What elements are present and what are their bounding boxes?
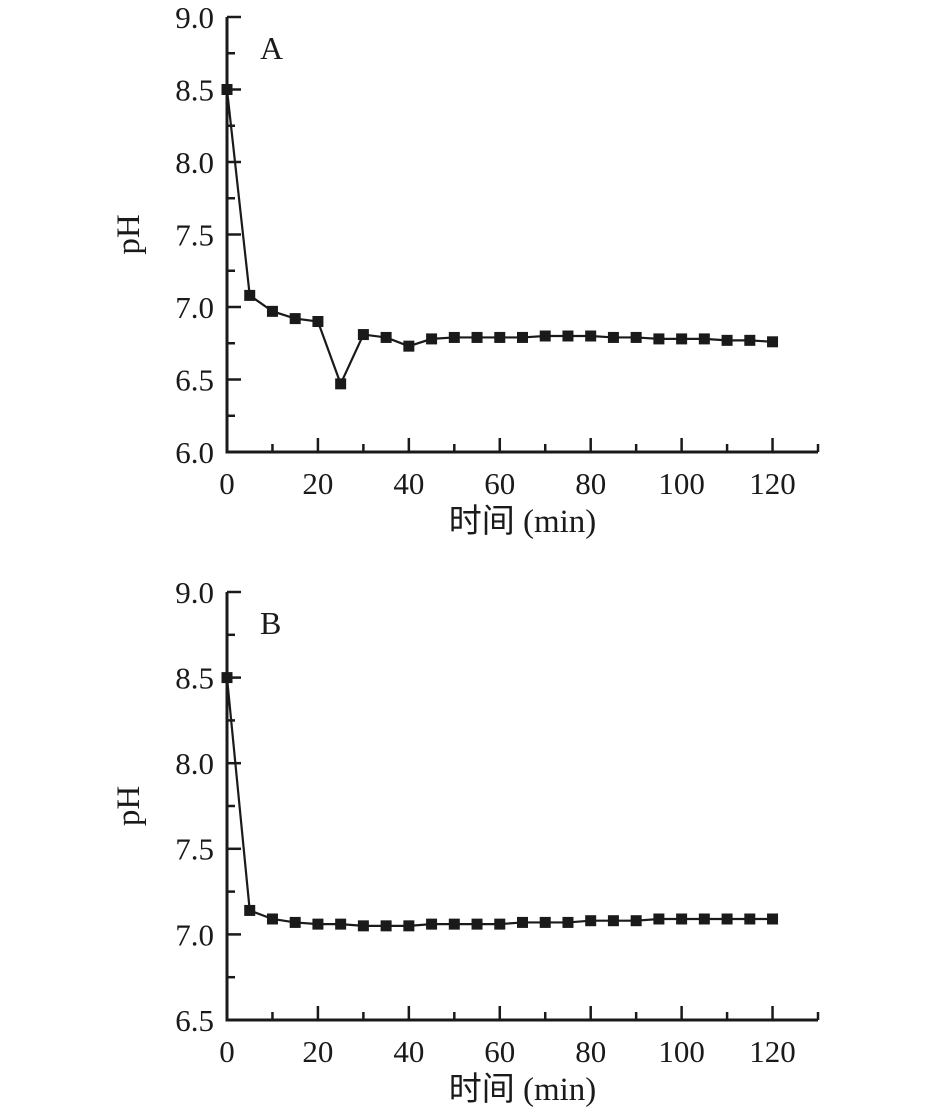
data-point-marker — [448, 918, 460, 930]
data-point-marker — [471, 331, 483, 343]
data-point-marker — [653, 913, 665, 925]
data-point-marker — [380, 920, 392, 932]
data-point-marker — [698, 913, 710, 925]
y-tick-label: 6.0 — [175, 435, 214, 470]
data-point-marker — [403, 920, 415, 932]
data-point-marker — [357, 329, 369, 341]
y-tick-label: 8.5 — [175, 660, 214, 695]
x-tick-label: 100 — [658, 466, 705, 501]
x-tick-label: 40 — [393, 466, 424, 501]
x-tick-label: 20 — [302, 1034, 333, 1069]
data-point-marker — [607, 915, 619, 927]
x-tick-label: 60 — [484, 1034, 515, 1069]
x-tick-label: 100 — [658, 1034, 705, 1069]
x-tick-label: 40 — [393, 1034, 424, 1069]
data-point-marker — [562, 916, 574, 928]
data-point-marker — [585, 915, 597, 927]
data-point-marker — [744, 334, 756, 346]
x-tick-label: 80 — [575, 466, 606, 501]
x-tick-label: 0 — [219, 1034, 235, 1069]
y-tick-label: 7.0 — [175, 290, 214, 325]
y-tick-label: 7.5 — [175, 217, 214, 252]
data-point-marker — [312, 316, 324, 327]
data-point-marker — [767, 336, 779, 348]
data-point-marker — [539, 916, 551, 928]
x-tick-label: 80 — [575, 1034, 606, 1069]
axes-spines — [225, 592, 818, 1022]
y-axis-title: pH — [111, 786, 147, 826]
data-point-marker — [471, 918, 483, 930]
x-axis-ticks — [225, 438, 820, 452]
data-point-marker — [630, 331, 642, 343]
data-point-marker — [403, 340, 415, 352]
y-axis-title: pH — [111, 214, 147, 254]
data-point-marker — [221, 84, 233, 95]
data-point-marker — [426, 333, 438, 345]
y-axis-ticks — [227, 590, 241, 1022]
data-point-marker — [767, 913, 779, 925]
data-point-marker — [312, 918, 324, 930]
data-point-marker — [585, 330, 597, 342]
data-point-marker — [721, 913, 733, 925]
data-point-marker — [744, 913, 756, 925]
data-point-marker — [698, 333, 710, 345]
chart-b: 6.5 7.0 7.5 8.0 8.5 9.0 0 20 40 60 80 100 120 时间 (min… — [111, 575, 820, 1108]
series-markers — [221, 672, 779, 932]
data-point-marker — [653, 333, 665, 345]
y-tick-label: 9.0 — [175, 575, 214, 610]
x-tick-label: 120 — [749, 1034, 796, 1069]
y-tick-label: 8.0 — [175, 746, 214, 781]
data-point-marker — [266, 913, 278, 925]
data-point-marker — [426, 918, 438, 930]
data-point-marker — [289, 916, 301, 928]
x-tick-label: 20 — [302, 466, 333, 501]
data-point-marker — [244, 904, 256, 916]
data-point-marker — [607, 331, 619, 343]
data-point-marker — [517, 331, 528, 343]
panel-label: B — [260, 605, 281, 641]
data-point-marker — [721, 334, 733, 346]
x-tick-label: 120 — [749, 466, 796, 501]
data-point-marker — [448, 331, 460, 343]
y-tick-label: 8.5 — [175, 72, 214, 107]
data-point-marker — [380, 331, 392, 343]
data-point-marker — [494, 918, 506, 930]
series-markers — [221, 84, 779, 390]
data-point-marker — [539, 330, 551, 342]
x-axis-ticks — [225, 1006, 820, 1020]
data-point-marker — [517, 916, 528, 928]
y-tick-label: 9.0 — [175, 0, 214, 35]
y-tick-label: 6.5 — [175, 1003, 214, 1038]
panel-label: A — [260, 30, 283, 66]
x-axis-title: 时间 (min) — [449, 504, 597, 540]
y-tick-label: 8.0 — [175, 145, 214, 180]
data-point-marker — [266, 305, 278, 317]
y-tick-label: 7.0 — [175, 917, 214, 952]
data-point-marker — [289, 313, 301, 325]
y-axis-ticks — [227, 15, 241, 454]
data-point-marker — [357, 920, 369, 932]
data-point-marker — [494, 331, 506, 343]
chart-a: 6.0 6.5 7.0 7.5 8.0 8.5 9.0 0 20 40 60 80 100 120 时间 (… — [111, 0, 820, 540]
data-point-marker — [676, 913, 688, 925]
x-tick-label: 60 — [484, 466, 515, 501]
data-point-marker — [244, 289, 256, 301]
data-point-marker — [335, 918, 347, 930]
x-axis-title: 时间 (min) — [449, 1072, 597, 1108]
y-tick-label: 7.5 — [175, 832, 214, 867]
data-point-marker — [676, 333, 688, 345]
y-tick-label: 6.5 — [175, 362, 214, 397]
x-tick-label: 0 — [219, 466, 235, 501]
data-point-marker — [335, 378, 347, 390]
axes-spines — [225, 17, 818, 454]
data-point-marker — [562, 330, 574, 342]
data-point-marker — [630, 915, 642, 927]
series-line — [225, 677, 773, 927]
data-point-marker — [221, 672, 233, 684]
